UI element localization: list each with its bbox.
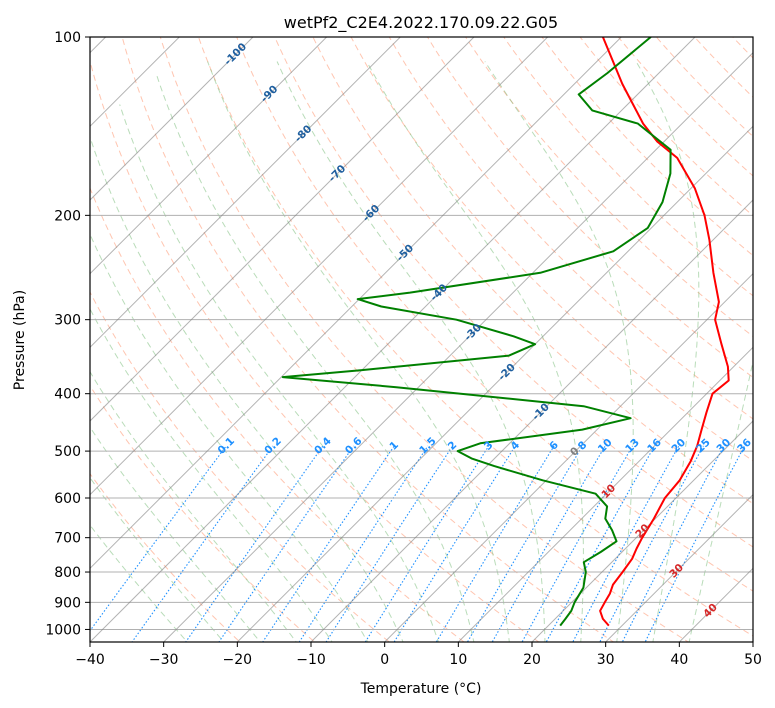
dry-adiabat <box>197 37 753 637</box>
y-tick-label: 900 <box>54 595 81 611</box>
mixing-ratio-line <box>521 445 633 642</box>
y-tick-label: 500 <box>54 444 81 460</box>
x-tick-label: −30 <box>149 652 179 668</box>
dry-adiabat <box>503 37 753 297</box>
mixing-ratio-line <box>393 445 516 642</box>
moist-adiabat <box>90 476 225 642</box>
dry-adiabat <box>541 37 753 257</box>
dry-adiabat <box>159 37 690 642</box>
mixing-ratio-line <box>545 445 656 642</box>
dry-adiabat <box>90 59 540 642</box>
plot-frame <box>89 36 754 643</box>
dry-adiabat <box>579 37 753 217</box>
y-tick-label: 800 <box>54 565 81 581</box>
moist-adiabat <box>366 61 584 642</box>
isotherm <box>90 37 181 128</box>
x-tick-label: 20 <box>523 652 541 668</box>
dry-adiabat <box>350 37 753 462</box>
isotherm <box>531 420 753 642</box>
dry-adiabat <box>121 37 615 642</box>
moist-adiabat <box>635 61 700 642</box>
y-tick-label: 300 <box>54 313 81 329</box>
moist-adiabat <box>90 426 261 642</box>
isotherm-lines <box>90 37 753 642</box>
dry-adiabat <box>388 37 753 420</box>
moist-adiabat <box>155 72 475 642</box>
x-tick-label: 0 <box>380 652 389 668</box>
moist-adiabat <box>90 370 297 642</box>
mixing-ratio-line <box>90 445 227 632</box>
isotherm <box>236 125 753 642</box>
dry-adiabat <box>90 186 465 642</box>
isotherm <box>310 199 753 642</box>
x-axis-label: Temperature (°C) <box>360 681 482 697</box>
dry-adiabat <box>617 37 753 177</box>
mixing-ratio-line <box>644 445 746 642</box>
temperature-profile <box>599 37 730 627</box>
y-tick-label: 600 <box>54 491 81 507</box>
chart-title: wetPf2_C2E4.2022.170.09.22.G05 <box>284 13 558 33</box>
dry-adiabat <box>90 384 316 642</box>
mixing-ratio-line <box>131 445 274 642</box>
moist-adiabat <box>276 61 546 642</box>
mixing-ratio-line <box>491 445 606 642</box>
dewpoint-profile <box>281 37 672 627</box>
moist-adiabat <box>119 104 440 642</box>
x-tick-label: 50 <box>744 652 762 668</box>
mixing-ratio-line <box>599 445 704 642</box>
mixing-ratio-line <box>218 445 355 642</box>
isotherm <box>90 37 254 201</box>
moist-adiabat <box>484 61 634 642</box>
axis-ticks: −40 −30 −20 −10 0 10 20 30 40 50 1000 900 800 700 600 5… <box>45 30 762 668</box>
moist-adiabat <box>207 61 510 642</box>
y-axis-label: Pressure (hPa) <box>12 290 28 390</box>
dry-adiabat <box>312 37 753 505</box>
pressure-grid <box>90 37 753 630</box>
isotherm <box>383 272 753 642</box>
isotherm <box>90 37 328 275</box>
y-tick-label: 200 <box>54 208 81 224</box>
isotherm <box>90 37 475 422</box>
x-tick-label: 10 <box>449 652 467 668</box>
moist-adiabat <box>90 232 369 642</box>
profile-lines <box>281 37 730 627</box>
isotherm <box>90 37 549 496</box>
x-tick-label: −40 <box>75 652 105 668</box>
dry-adiabat <box>236 37 753 592</box>
x-tick-label: −20 <box>223 652 253 668</box>
dry-adiabat <box>426 37 753 378</box>
mixing-ratio-line <box>572 445 680 642</box>
moist-adiabat <box>688 358 753 642</box>
y-tick-label: 700 <box>54 531 81 547</box>
mixing-ratio-line <box>621 445 725 642</box>
mixing-ratio-line <box>185 445 324 642</box>
x-tick-label: −10 <box>296 652 326 668</box>
mixing-ratio-line <box>325 445 454 642</box>
x-tick-label: 40 <box>670 652 688 668</box>
moist-adiabat <box>90 135 404 642</box>
y-tick-label: 100 <box>54 30 81 46</box>
isotherm <box>90 37 402 349</box>
isotherm <box>457 346 753 642</box>
y-tick-label: 1000 <box>45 622 81 638</box>
background-lines <box>90 37 753 642</box>
y-tick-label: 400 <box>54 387 81 403</box>
isotherm <box>162 51 753 642</box>
moist-adiabat <box>90 524 188 642</box>
x-tick-label: 30 <box>597 652 615 668</box>
isotherm <box>90 37 623 570</box>
mixing-ratio-line <box>298 445 429 642</box>
isotherm <box>604 493 753 642</box>
